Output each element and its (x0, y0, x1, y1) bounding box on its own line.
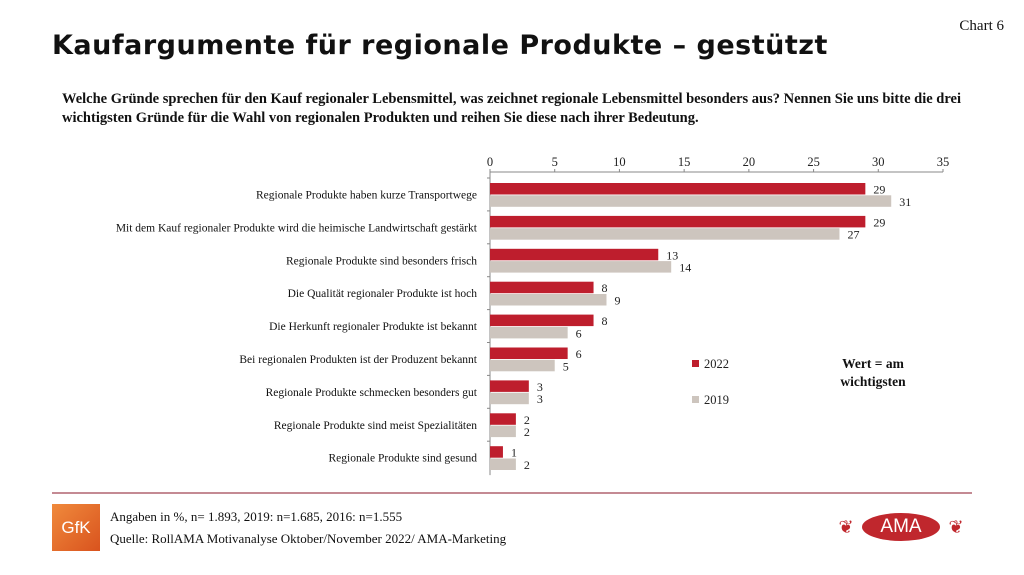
x-tick-label: 0 (487, 155, 493, 169)
bar-2019 (490, 228, 840, 240)
legend-swatch-2022 (692, 360, 699, 367)
source-note: Quelle: RollAMA Motivanalyse Oktober/Nov… (110, 531, 507, 546)
legend-label: 2022 (704, 357, 729, 371)
bar-2022 (490, 446, 503, 458)
legend-swatch-2019 (692, 396, 699, 403)
data-label: 8 (602, 314, 608, 328)
legend-label: 2019 (704, 393, 729, 407)
bar-2022 (490, 347, 568, 359)
footer-divider (52, 492, 972, 494)
page-title: Kaufargumente für regionale Produkte – g… (52, 30, 828, 61)
bar-2019 (490, 392, 529, 405)
x-tick-label: 5 (552, 155, 558, 169)
annotation-line: Wert = am (842, 356, 904, 371)
x-tick-label: 15 (678, 155, 691, 169)
ama-logo-text: AMA (880, 516, 922, 537)
survey-question: Welche Gründe sprechen für den Kauf regi… (62, 91, 961, 126)
bar-2019 (490, 326, 568, 339)
category-label: Regionale Produkte sind besonders frisch (286, 255, 477, 267)
bar-2022 (490, 215, 866, 228)
data-label: 8 (602, 281, 608, 295)
category-label: Regionale Produkte sind meist Spezialitä… (274, 420, 477, 432)
bar-2022 (490, 380, 529, 392)
bar-2022 (490, 314, 594, 327)
data-label: 13 (666, 248, 678, 262)
bar-2022 (490, 183, 866, 195)
bar-2019 (490, 458, 516, 470)
x-tick-label: 35 (937, 155, 950, 169)
bar-2019 (490, 294, 607, 306)
category-label: Bei regionalen Produkten ist der Produze… (239, 354, 477, 366)
data-label: 14 (679, 261, 691, 275)
category-label: Die Qualität regionaler Produkte ist hoc… (288, 288, 478, 300)
data-label: 3 (537, 380, 543, 394)
chart-number: Chart 6 (959, 18, 1004, 34)
category-label: Regionale Produkte haben kurze Transport… (256, 190, 477, 202)
category-label: Mit dem Kauf regionaler Produkte wird di… (116, 222, 478, 234)
bar-2019 (490, 261, 672, 273)
x-tick-label: 10 (613, 155, 626, 169)
category-label: Regionale Produkte schmecken besonders g… (266, 387, 478, 399)
category-label: Regionale Produkte sind gesund (328, 453, 477, 465)
ornament-icon: ❦ (838, 517, 854, 537)
data-label: 6 (576, 347, 582, 361)
bar-2022 (490, 248, 659, 261)
bar-2022 (490, 413, 516, 425)
data-label: 2 (524, 413, 530, 427)
data-label: 2 (524, 458, 530, 472)
data-label: 3 (537, 392, 543, 406)
data-label: 29 (873, 183, 885, 197)
chart-annotation: Wert = am wichtigsten (840, 356, 906, 389)
bar-2022 (490, 281, 594, 294)
gfk-logo: GfK (52, 504, 100, 551)
sample-note: Angaben in %, n= 1.893, 2019: n=1.685, 2… (110, 509, 403, 524)
data-label: 1 (511, 446, 517, 460)
data-label: 29 (873, 215, 885, 229)
x-tick-label: 20 (743, 155, 756, 169)
annotation-line: wichtigsten (840, 374, 906, 389)
bar-2019 (490, 195, 892, 207)
bar-2019 (490, 425, 516, 438)
data-label: 27 (847, 228, 859, 242)
x-tick-label: 25 (807, 155, 820, 169)
data-label: 6 (576, 326, 582, 340)
category-label: Die Herkunft regionaler Produkte ist bek… (269, 321, 478, 333)
bar-2019 (490, 359, 555, 372)
gfk-logo-text: GfK (61, 517, 91, 537)
data-label: 5 (563, 359, 569, 373)
ornament-icon: ❦ (948, 517, 964, 537)
x-tick-label: 30 (872, 155, 885, 169)
ama-logo: ❦ AMA ❦ (828, 512, 974, 542)
data-label: 31 (899, 195, 911, 209)
data-label: 9 (614, 294, 620, 308)
data-label: 2 (524, 425, 530, 439)
